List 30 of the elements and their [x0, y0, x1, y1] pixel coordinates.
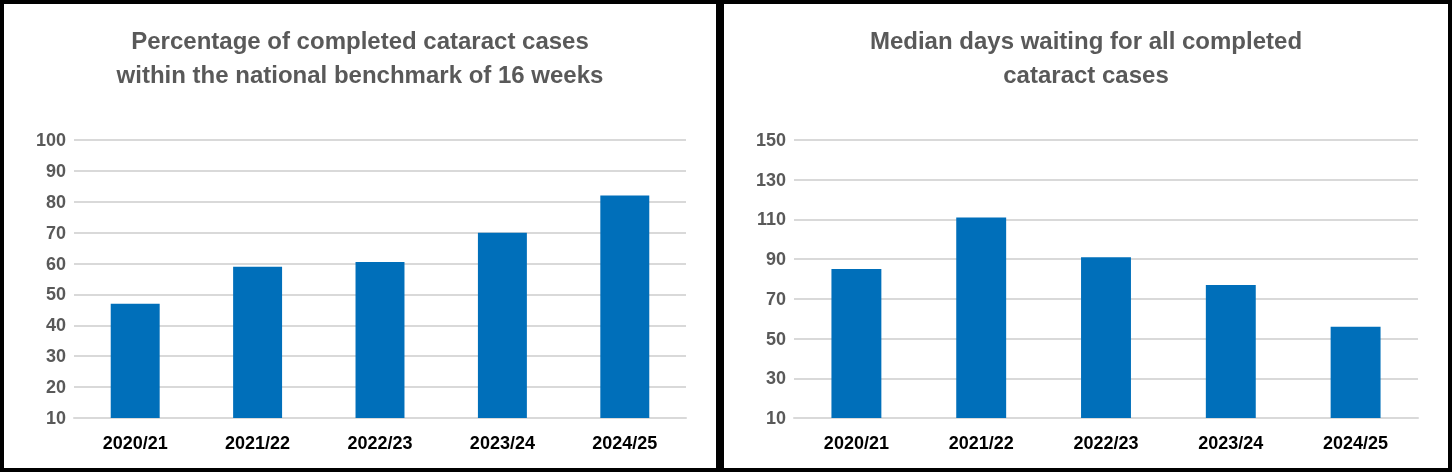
x-tick-label: 2022/23 — [347, 433, 413, 453]
y-tick-label: 90 — [765, 249, 786, 270]
y-tick-label: 100 — [35, 130, 66, 150]
y-tick-label: 30 — [765, 368, 786, 389]
y-tick-label: 10 — [45, 408, 66, 428]
y-tick-label: 70 — [45, 222, 66, 243]
y-tick-label: 50 — [45, 284, 66, 305]
y-tick-label: 40 — [45, 315, 66, 336]
x-tick-label: 2021/22 — [948, 433, 1014, 453]
x-tick-label: 2022/23 — [1073, 433, 1139, 453]
x-tick-label: 2023/24 — [469, 433, 535, 453]
x-tick-label: 2024/25 — [592, 433, 658, 453]
y-tick-label: 50 — [765, 328, 786, 349]
y-tick-label: 20 — [45, 377, 66, 398]
y-tick-label: 90 — [45, 160, 66, 181]
x-tick-label: 2024/25 — [1323, 433, 1389, 453]
y-tick-label: 70 — [765, 288, 786, 309]
chart-title: Percentage of completed cataract cases within the national benchmark of 16 weeks — [115, 26, 604, 88]
x-tick-label: 2021/22 — [225, 433, 291, 453]
y-tick-label: 130 — [755, 169, 786, 190]
chart-title: Median days waiting for all completed cataract cases — [869, 26, 1303, 88]
y-tick-label: 60 — [45, 253, 66, 274]
y-tick-label: 10 — [765, 408, 786, 428]
y-tick-label: 30 — [45, 346, 66, 367]
y-tick-label: 150 — [755, 130, 786, 150]
x-tick-label: 2023/24 — [1198, 433, 1264, 453]
x-tick-label: 2020/21 — [102, 433, 168, 453]
x-tick-label: 2020/21 — [823, 433, 889, 453]
y-tick-label: 80 — [45, 191, 66, 212]
y-tick-label: 110 — [756, 209, 786, 230]
